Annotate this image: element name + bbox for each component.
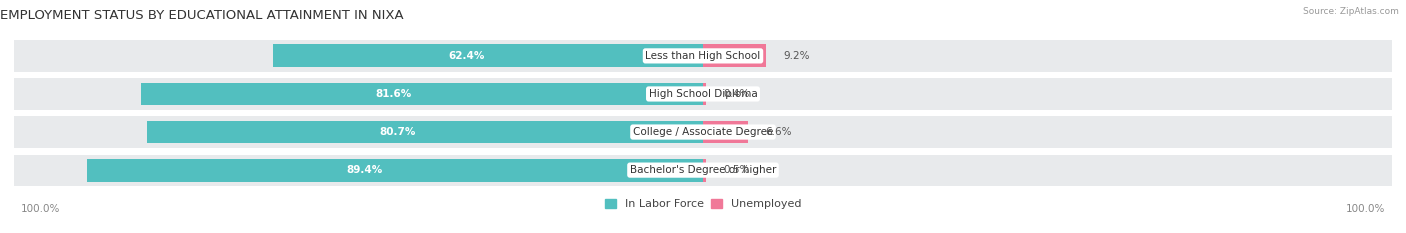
Text: 80.7%: 80.7% [380, 127, 415, 137]
Text: 62.4%: 62.4% [449, 51, 485, 61]
Text: 0.5%: 0.5% [724, 165, 749, 175]
Bar [703, 82, 706, 105]
Text: 9.2%: 9.2% [783, 51, 810, 61]
Text: 100.0%: 100.0% [21, 204, 60, 214]
Text: 0.4%: 0.4% [723, 89, 749, 99]
Bar [14, 78, 1392, 110]
Bar [273, 45, 703, 67]
Text: 81.6%: 81.6% [375, 89, 412, 99]
Bar [14, 40, 1392, 72]
Text: College / Associate Degree: College / Associate Degree [633, 127, 773, 137]
Text: 89.4%: 89.4% [346, 165, 382, 175]
Bar [148, 121, 703, 144]
Text: Source: ZipAtlas.com: Source: ZipAtlas.com [1303, 7, 1399, 16]
Text: EMPLOYMENT STATUS BY EDUCATIONAL ATTAINMENT IN NIXA: EMPLOYMENT STATUS BY EDUCATIONAL ATTAINM… [0, 10, 404, 22]
Bar [14, 116, 1392, 148]
Legend: In Labor Force, Unemployed: In Labor Force, Unemployed [600, 194, 806, 214]
Bar [87, 159, 703, 182]
Bar [703, 159, 706, 182]
Bar [703, 45, 766, 67]
Text: 6.6%: 6.6% [766, 127, 792, 137]
Bar [141, 82, 703, 105]
Text: High School Diploma: High School Diploma [648, 89, 758, 99]
Bar [14, 154, 1392, 186]
Bar [703, 121, 748, 144]
Text: Less than High School: Less than High School [645, 51, 761, 61]
Text: 100.0%: 100.0% [1346, 204, 1385, 214]
Text: Bachelor's Degree or higher: Bachelor's Degree or higher [630, 165, 776, 175]
